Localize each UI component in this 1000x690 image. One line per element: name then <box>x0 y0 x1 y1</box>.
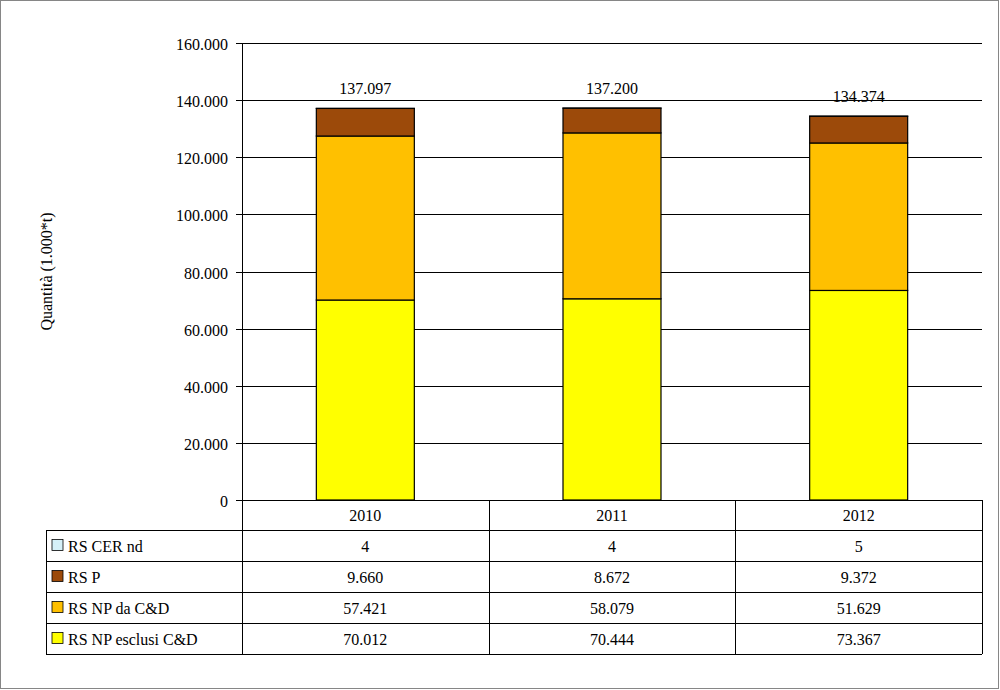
tick-label: 100.000 <box>176 207 228 224</box>
y-axis-line <box>242 43 243 500</box>
tick-label: 0 <box>220 493 228 510</box>
tick-label: 80.000 <box>184 265 228 282</box>
legend-label: RS NP esclusi C&D <box>68 631 198 648</box>
tick-mark <box>236 272 242 273</box>
tick-label: 140.000 <box>176 93 228 110</box>
bar-segment <box>316 136 414 300</box>
table-value: 57.421 <box>343 600 387 617</box>
tick-mark <box>236 43 242 44</box>
tick-mark <box>236 443 242 444</box>
tick-mark <box>236 329 242 330</box>
table-value: 73.367 <box>837 631 881 648</box>
legend-label: RS NP da C&D <box>68 600 169 617</box>
bar-segment <box>810 116 908 143</box>
legend-swatch <box>52 633 63 644</box>
tick-label: 60.000 <box>184 322 228 339</box>
table-line <box>242 500 243 654</box>
tick-mark <box>236 386 242 387</box>
bar-segment <box>563 133 661 299</box>
legend-swatch <box>52 602 63 613</box>
tick-mark <box>236 214 242 215</box>
y-axis-label: Quantità (1.000*t) <box>38 212 56 330</box>
table-value: 9.660 <box>347 569 383 586</box>
category-label: 2011 <box>596 507 627 524</box>
table-value: 8.672 <box>594 569 630 586</box>
total-label: 137.097 <box>339 80 391 97</box>
tick-mark <box>236 100 242 101</box>
table-line <box>46 592 982 593</box>
grid-line <box>242 500 982 501</box>
table-line <box>46 530 982 531</box>
table-line <box>982 500 983 654</box>
category-label: 2012 <box>843 507 875 524</box>
table-line <box>46 654 982 655</box>
chart-frame <box>1 1 999 689</box>
bar-segment <box>316 108 414 109</box>
table-value: 9.372 <box>841 569 877 586</box>
total-label: 137.200 <box>586 80 638 97</box>
table-line <box>242 500 982 501</box>
total-label: 134.374 <box>833 88 885 105</box>
tick-mark <box>236 157 242 158</box>
legend-swatch <box>52 571 63 582</box>
bar-segment <box>563 108 661 133</box>
table-value: 58.079 <box>590 600 634 617</box>
table-line <box>46 530 47 654</box>
tick-label: 160.000 <box>176 36 228 53</box>
tick-label: 40.000 <box>184 379 228 396</box>
bar-segment <box>810 116 908 117</box>
bar-segment <box>316 108 414 136</box>
bar-segment <box>316 300 414 500</box>
bar-segment <box>563 299 661 500</box>
legend-label: RS P <box>68 569 101 586</box>
bar-segment <box>810 143 908 290</box>
grid-line <box>242 43 982 44</box>
table-line <box>46 623 982 624</box>
bar-segment <box>810 290 908 500</box>
legend-label: RS CER nd <box>68 538 143 555</box>
category-label: 2010 <box>349 507 381 524</box>
table-value: 70.012 <box>343 631 387 648</box>
bars <box>316 108 907 500</box>
table-line <box>46 561 982 562</box>
table-value: 4 <box>608 538 616 555</box>
table-value: 70.444 <box>590 631 634 648</box>
table-value: 4 <box>361 538 369 555</box>
table-line <box>735 500 736 654</box>
chart: 0 20.000 40.000 60.000 80.000 100.000 120.000 1… <box>0 0 1000 690</box>
tick-label: 20.000 <box>184 436 228 453</box>
tick-label: 120.000 <box>176 150 228 167</box>
table-value: 5 <box>855 538 863 555</box>
legend-swatch <box>52 540 63 551</box>
table-line <box>489 500 490 654</box>
table-value: 51.629 <box>837 600 881 617</box>
bar-segment <box>563 108 661 109</box>
tick-mark <box>236 500 242 501</box>
